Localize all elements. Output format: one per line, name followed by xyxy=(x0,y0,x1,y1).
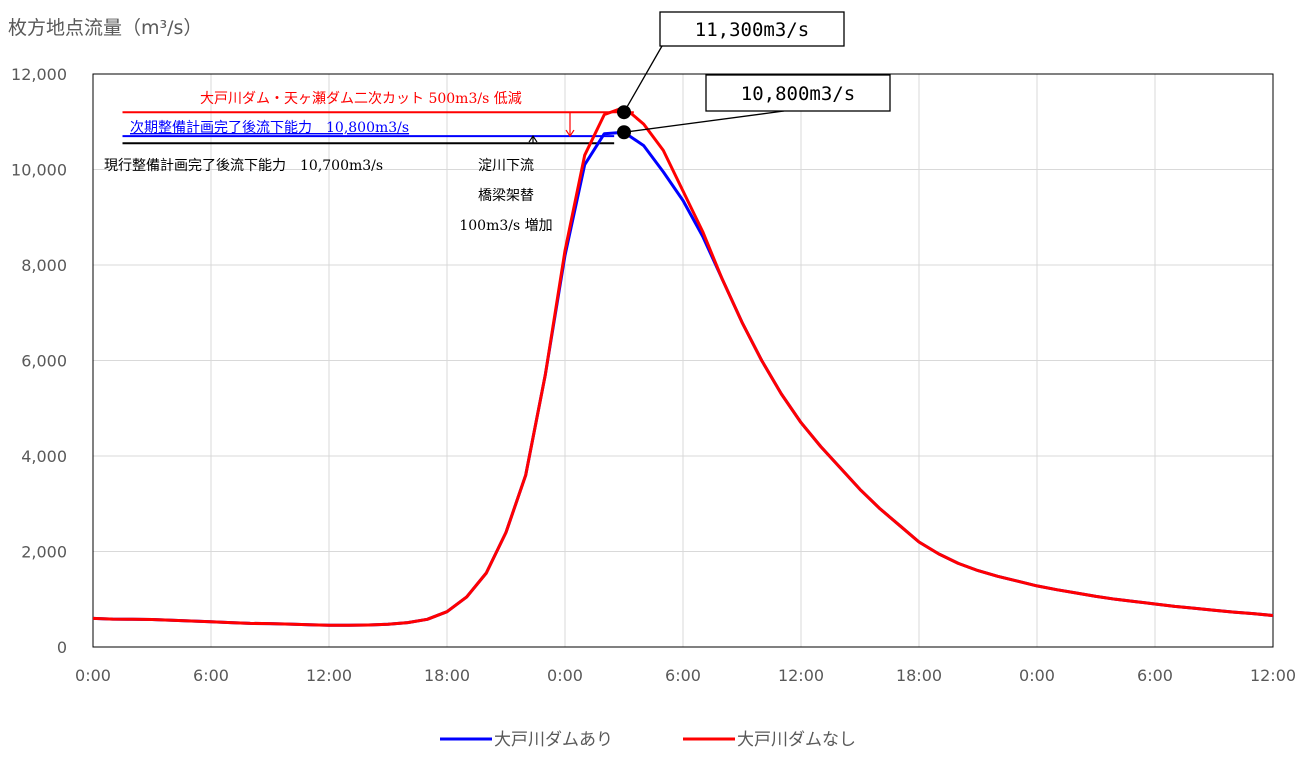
y-tick-label: 4,000 xyxy=(21,447,67,466)
x-tick-label: 0:00 xyxy=(547,666,583,685)
arrow-head xyxy=(565,129,575,138)
bridge-annotation-line: 橋梁架替 xyxy=(478,188,534,204)
callout-leader-line xyxy=(623,45,663,113)
x-tick-labels: 0:00 6:00 12:00 18:00 0:00 6:00 12:00 18:00 0:00… xyxy=(75,666,1296,685)
x-tick-label: 6:00 xyxy=(193,666,229,685)
peak-marker xyxy=(617,125,631,140)
reference-line-label: 次期整備計画完了後流下能力 10,800m3/s xyxy=(130,120,409,136)
bridge-annotation-line: 100m3/s 増加 xyxy=(459,218,552,234)
x-tick-label: 0:00 xyxy=(1019,666,1055,685)
x-tick-label: 18:00 xyxy=(896,666,942,685)
x-tick-label: 12:00 xyxy=(1250,666,1296,685)
callout-leader-line xyxy=(623,110,785,133)
callout-label: 10,800m3/s xyxy=(741,83,855,105)
callout-box xyxy=(659,11,845,47)
x-tick-label: 18:00 xyxy=(424,666,470,685)
legend-label: 大戸川ダムなし xyxy=(737,730,856,750)
callout-box xyxy=(705,74,891,112)
y-tick-label: 2,000 xyxy=(21,543,67,562)
legend: 大戸川ダムあり 大戸川ダムなし xyxy=(440,730,856,750)
y-tick-label: 6,000 xyxy=(21,352,67,371)
series-line xyxy=(92,105,1274,627)
y-tick-label: 8,000 xyxy=(21,256,67,275)
reference-lines: 大戸川ダム・天ヶ瀬ダム二次カット 500m3/s 低減次期整備計画完了後流下能力… xyxy=(104,90,634,174)
x-tick-label: 6:00 xyxy=(1137,666,1173,685)
arrow-head xyxy=(528,134,538,143)
x-tick-label: 0:00 xyxy=(75,666,111,685)
y-tick-label: 0 xyxy=(57,638,67,657)
x-tick-label: 6:00 xyxy=(665,666,701,685)
reference-line-label: 大戸川ダム・天ヶ瀬ダム二次カット 500m3/s 低減 xyxy=(200,90,522,107)
x-tick-label: 12:00 xyxy=(306,666,352,685)
y-tick-labels: 0 2,000 4,000 6,000 8,000 10,000 12,000 xyxy=(11,65,67,657)
y-tick-label: 12,000 xyxy=(11,65,67,84)
bridge-annotation-line: 淀川下流 xyxy=(478,158,534,174)
x-tick-label: 12:00 xyxy=(778,666,824,685)
peak-marker xyxy=(617,105,631,120)
callout-label: 11,300m3/s xyxy=(695,19,809,41)
legend-label: 大戸川ダムあり xyxy=(494,730,613,750)
series-lines xyxy=(92,105,1274,627)
peak-callouts: 11,300m3/s 10,800m3/s xyxy=(617,11,891,140)
plot-area-frame xyxy=(92,73,1274,648)
y-tick-label: 10,000 xyxy=(11,161,67,180)
chart-title: 枚方地点流量（m³/s） xyxy=(8,17,202,39)
reference-line-label: 現行整備計画完了後流下能力 10,700m3/s xyxy=(104,158,383,174)
